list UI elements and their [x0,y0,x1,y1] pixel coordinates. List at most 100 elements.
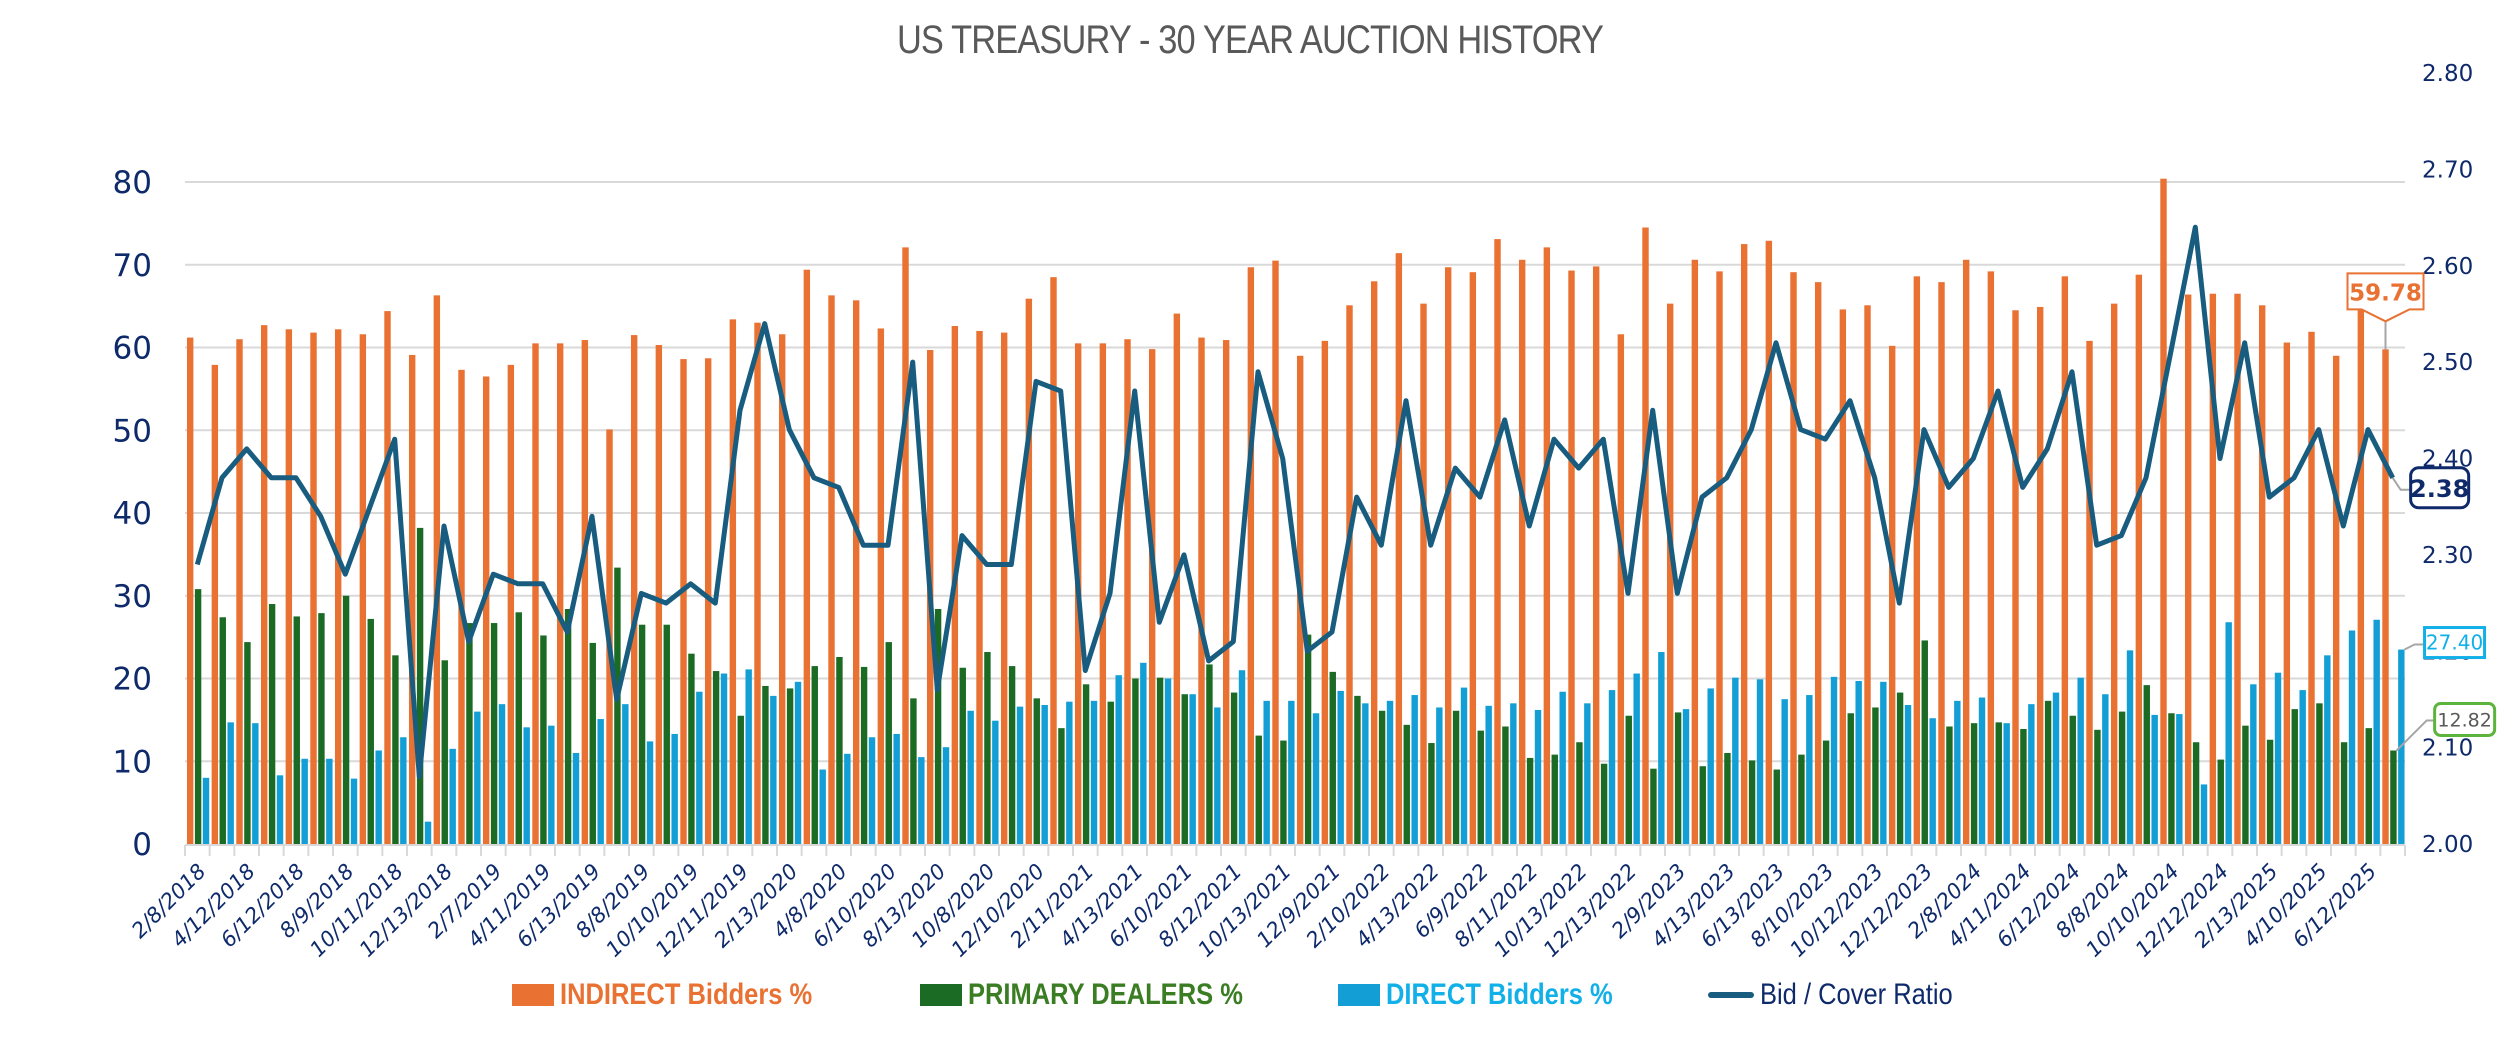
legend-label-bidcover: Bid / Cover Ratio [1760,978,1953,1011]
bar-indirect [2382,349,2389,844]
bar-primary [1798,754,1805,844]
bars [186,178,2405,845]
bar-direct [2126,650,2134,844]
bar-indirect [1617,334,1625,844]
bar-indirect [2184,294,2192,844]
bar-direct [350,778,358,844]
bar-indirect [359,334,367,844]
bar-primary [1748,760,1756,844]
bar-indirect [630,335,638,844]
bar-primary [416,527,424,844]
legend-item-indirect[interactable]: INDIRECT Bidders % [512,978,857,1012]
bar-primary [2316,703,2323,844]
callout-box-indirect [2346,272,2425,323]
bar-direct [1337,690,1344,844]
bar-primary [959,667,966,844]
bar-primary [1724,752,1731,844]
bar-indirect [828,295,835,844]
bar-direct [2077,677,2084,844]
bar-primary [1699,766,1706,844]
bar-direct [1633,673,1640,844]
bar-direct [819,769,826,844]
bar-indirect [1198,337,1205,844]
bar-direct [1806,695,1813,844]
bar-primary [1995,722,2002,844]
bar-direct [2028,704,2035,844]
bar-indirect [1099,343,1107,844]
chart-title: US TREASURY - 30 YEAR AUCTION HISTORY [896,18,1604,62]
y-tick-label: 40 [113,496,152,532]
bar-indirect [1494,239,1501,844]
bar-direct [967,710,974,844]
bar-indirect [2110,303,2118,845]
bar-direct [1386,700,1394,844]
bar-direct [2274,672,2282,844]
bar-indirect [1050,277,1057,845]
bar-primary [811,666,818,844]
y2-tick-label: 2.70 [2422,157,2473,183]
bar-direct [227,722,234,844]
bar-indirect [1395,253,1403,845]
bar-indirect [556,343,564,844]
bar-primary [515,612,522,844]
bar-indirect [877,328,885,844]
bar-primary [490,623,498,844]
bar-primary [540,635,547,844]
bar-direct [646,741,654,844]
bar-indirect [754,322,761,844]
bar-direct [1066,701,1073,844]
bar-primary [1847,713,1854,844]
legend-swatch-direct [1338,984,1380,1006]
bar-direct [1189,694,1196,844]
bar-direct [1534,709,1542,844]
bar-direct [2151,714,2158,844]
bar-indirect [729,319,737,844]
bar-indirect [2135,274,2143,844]
bar-indirect [1148,349,1156,844]
bar-primary [1946,726,1953,844]
bar-primary [1600,763,1608,844]
bar-indirect [1321,340,1329,844]
bar-primary [1304,634,1312,844]
bar-indirect [2086,340,2093,844]
bar-primary [342,595,350,844]
bar-direct [1090,700,1098,844]
bar-primary [1206,664,1213,844]
leader-line [2404,643,2425,651]
bar-primary [1896,692,1904,844]
y-tick-label: 30 [113,579,152,615]
bar-direct [622,704,629,844]
bar-primary [367,618,374,844]
bar-indirect [384,311,391,845]
bar-direct [449,748,456,844]
bar-direct [1510,703,1517,844]
y-tick-label: 50 [113,413,152,449]
callout-indirect: 59.78 [2349,280,2422,306]
bar-primary [1354,695,1361,844]
bar-direct [2102,694,2109,844]
legend-item-bidcover[interactable]: Bid / Cover Ratio [1708,978,1987,1012]
y-tick-label: 60 [113,331,152,367]
bar-direct [1855,680,1862,844]
bar-primary [860,666,868,844]
bar-direct [2225,622,2232,844]
bar-indirect [2308,331,2315,845]
bar-direct [918,757,925,844]
bar-indirect [2357,302,2365,844]
bar-primary [1551,754,1558,844]
legend-item-direct[interactable]: DIRECT Bidders % [1338,978,1653,1012]
legend-item-primary[interactable]: PRIMARY DEALERS % [920,978,1291,1012]
bar-direct [1658,652,1665,844]
y-tick-label: 20 [113,662,152,698]
bar-direct [400,737,407,844]
y2-tick-label: 2.60 [2422,254,2473,280]
y2-tick-label: 2.80 [2422,61,2473,87]
bar-primary [836,656,843,844]
bar-indirect [1370,281,1378,844]
bar-primary [1773,769,1780,844]
bar-primary [466,623,473,844]
bar-primary [1526,757,1534,844]
bar-direct [597,719,604,844]
bar-primary [1625,715,1632,844]
